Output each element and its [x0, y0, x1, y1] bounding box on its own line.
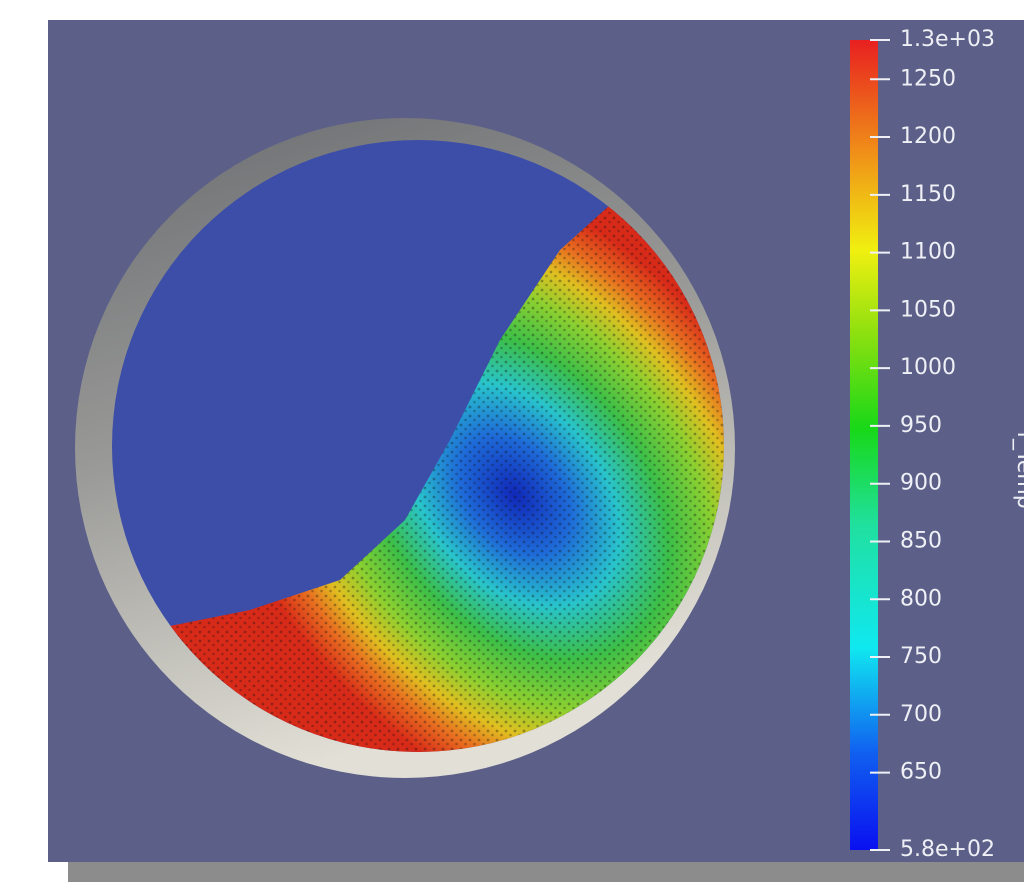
colorbar-label: 650 [900, 760, 942, 785]
colorbar-label: 1100 [900, 240, 956, 265]
colorbar-label: 700 [900, 702, 942, 727]
colorbar-label: 1150 [900, 182, 956, 207]
colorbar-label: 1050 [900, 297, 956, 322]
colorbar-label: 800 [900, 586, 942, 611]
colorbar [850, 40, 878, 850]
colorbar-label: 5.8e+02 [900, 837, 995, 862]
colorbar-label: 1000 [900, 355, 956, 380]
colorbar-label: 1250 [900, 66, 956, 91]
colorbar-title: f_Temp [1012, 431, 1024, 508]
colorbar-label: 900 [900, 471, 942, 496]
colorbar-label: 750 [900, 644, 942, 669]
colorbar-label: 850 [900, 528, 942, 553]
colorbar-label: 950 [900, 413, 942, 438]
colorbar-label: 1.3e+03 [900, 27, 995, 52]
colorbar-label: 1200 [900, 124, 956, 149]
shadow [68, 860, 1024, 882]
render-view: 5.8e+02 1.3e+03 650 700 750 800 850 900 950 1000 1… [0, 0, 1024, 892]
